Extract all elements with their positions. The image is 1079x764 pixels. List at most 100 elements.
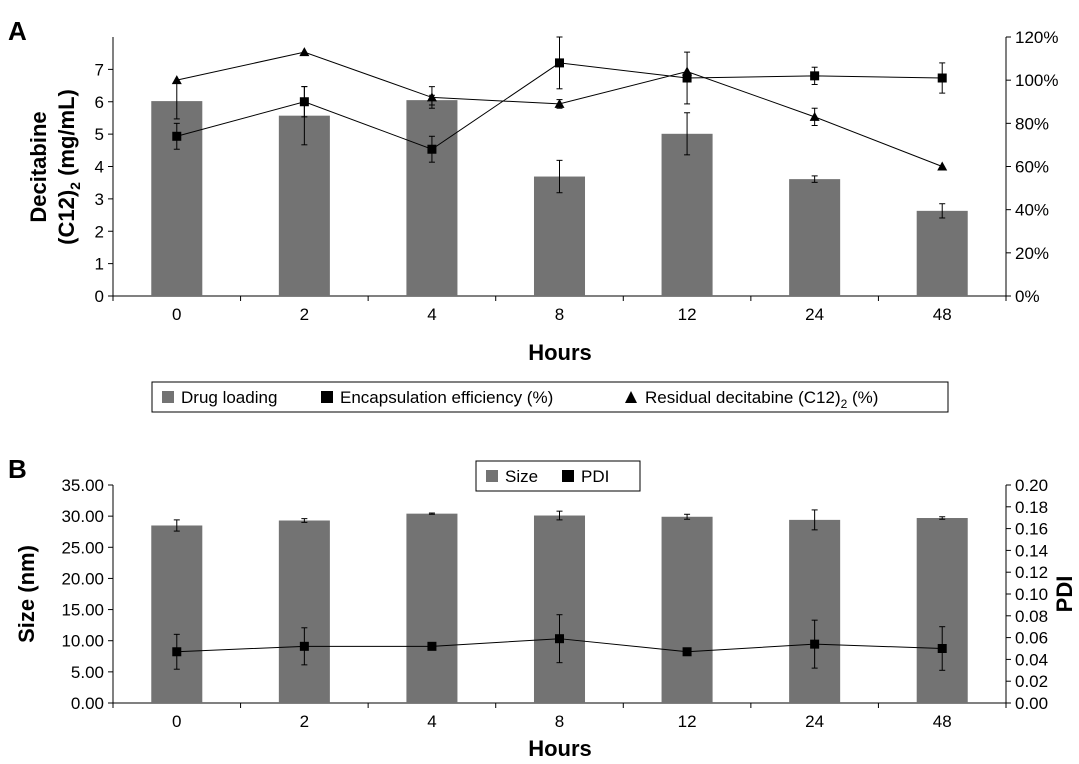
panel-a-y-title-subscript: 2 — [67, 182, 83, 190]
panel-b-y2-axis-title: PDI — [1052, 576, 1077, 613]
panel-b-y-axis-title: Size (nm) — [14, 545, 39, 643]
legend-encapsulation-label: Encapsulation efficiency (%) — [340, 388, 553, 407]
panel-a-x-tick-label: 8 — [555, 305, 564, 324]
panel-b-x-tick-label: 0 — [172, 712, 181, 731]
panel-a-point-residual-decitabine-c12-2 — [171, 75, 182, 85]
panel-a-right-tick-label: 100% — [1015, 71, 1058, 90]
panel-b-point-pdi — [682, 647, 692, 657]
panel-b-left-tick-label: 15.00 — [61, 601, 104, 620]
panel-a-point-residual-decitabine-c12-2 — [937, 161, 948, 171]
panel-a-right-tick-label: 20% — [1015, 244, 1049, 263]
panel-a-right-tick-label: 0% — [1015, 287, 1040, 306]
panel-a-left-tick-label: 4 — [95, 158, 104, 177]
panel-b-right-tick-label: 0.12 — [1015, 563, 1048, 582]
panel-a-bar-drug-loading — [533, 176, 586, 296]
panel-b-left-tick-label: 5.00 — [71, 663, 104, 682]
panel-a-legend: Drug loading Encapsulation efficiency (%… — [151, 381, 949, 413]
panel-b-point-pdi — [172, 647, 182, 657]
panel-a-bar-drug-loading — [278, 115, 330, 296]
panel-a-left-tick-label: 6 — [95, 93, 104, 112]
panel-b-legend-box — [475, 460, 641, 492]
panel-a-right-tick-label: 120% — [1015, 28, 1058, 47]
panel-b-x-axis-title: Hours — [528, 736, 592, 761]
panel-b-x-tick-label: 12 — [678, 712, 697, 731]
panel-a-y-axis-title: Decitabine (C12)2 (mg/mL) — [26, 89, 83, 245]
panel-b-bar-size — [661, 516, 713, 703]
panel-a-x-tick-label: 12 — [678, 305, 697, 324]
panel-a-point-encapsulation-efficiency — [682, 73, 692, 83]
panel-a-point-residual-decitabine-c12-2 — [682, 66, 693, 76]
panel-b-right-tick-label: 0.02 — [1015, 672, 1048, 691]
panel-b-right-tick-label: 0.00 — [1015, 694, 1048, 713]
panel-a-x-tick-label: 2 — [300, 305, 309, 324]
panel-b-legend: Size PDI — [475, 460, 641, 492]
panel-a-x-axis-title: Hours — [528, 340, 592, 365]
panel-b-bar-size — [278, 520, 330, 703]
panel-b-right-tick-label: 0.20 — [1015, 476, 1048, 495]
legend-residual-label: Residual decitabine (C12)2 (%) — [645, 388, 878, 411]
panel-a-bar-drug-loading — [916, 210, 968, 296]
panel-a-point-encapsulation-efficiency — [427, 144, 437, 154]
panel-a-bar-drug-loading — [406, 100, 458, 296]
panel-b-left-tick-label: 30.00 — [61, 507, 104, 526]
panel-a-right-tick-label: 80% — [1015, 114, 1049, 133]
panel-a-x-tick-label: 4 — [427, 305, 436, 324]
panel-a-point-residual-decitabine-c12-2 — [299, 47, 310, 57]
legend-encapsulation-square-icon — [321, 391, 333, 403]
legend-residual-label-main: Residual decitabine (C12) — [645, 388, 841, 407]
panel-b-point-pdi — [427, 641, 437, 651]
panel-b-point-pdi — [937, 644, 947, 653]
panel-a-point-residual-decitabine-c12-2 — [426, 92, 437, 102]
legend-residual-label-tail: (%) — [847, 388, 878, 407]
panel-a-bar-drug-loading — [661, 133, 713, 296]
panel-a-y-title-line2: (C12)2 (mg/mL) — [54, 89, 83, 245]
panel-b-point-pdi — [299, 641, 309, 651]
legend-pdi-square-icon — [562, 470, 574, 482]
panel-a-x-tick-label: 0 — [172, 305, 181, 324]
panel-a-y-title-unit: (mg/mL) — [54, 89, 79, 182]
panel-a-point-encapsulation-efficiency — [172, 131, 182, 141]
panel-b-right-tick-label: 0.18 — [1015, 498, 1048, 517]
panel-a-left-tick-label: 2 — [95, 222, 104, 241]
panel-b-bar-size — [406, 513, 458, 703]
panel-b-right-tick-label: 0.08 — [1015, 607, 1048, 626]
panel-b-x-tick-label: 8 — [555, 712, 564, 731]
panel-a-y-title-line1: Decitabine — [26, 111, 51, 222]
legend-pdi-label: PDI — [581, 467, 609, 486]
panel-b-point-pdi — [555, 634, 564, 644]
panel-b-left-tick-label: 25.00 — [61, 538, 104, 557]
panel-b-label: B — [8, 454, 27, 484]
panel-b-right-tick-label: 0.04 — [1015, 650, 1048, 669]
panel-b-right-tick-label: 0.06 — [1015, 629, 1048, 648]
panel-b-point-pdi — [810, 639, 820, 649]
panel-a-left-tick-label: 5 — [95, 125, 104, 144]
legend-drug-loading-label: Drug loading — [181, 388, 277, 407]
panel-b-left-tick-label: 0.00 — [71, 694, 104, 713]
panel-b-bar-size — [533, 515, 586, 703]
panel-a-y-title-compound: (C12) — [54, 190, 79, 245]
panel-b-x-tick-label: 2 — [300, 712, 309, 731]
panel-a-bar-drug-loading — [789, 179, 841, 296]
panel-a-point-encapsulation-efficiency — [810, 71, 820, 81]
panel-a-point-encapsulation-efficiency — [555, 58, 564, 68]
panel-a-point-encapsulation-efficiency — [299, 97, 309, 107]
panel-a-point-residual-decitabine-c12-2 — [554, 98, 565, 108]
legend-residual-label-subscript: 2 — [841, 397, 848, 411]
panel-b-left-tick-label: 35.00 — [61, 476, 104, 495]
panel-a-legend-box — [151, 381, 949, 413]
legend-drug-loading-swatch — [162, 391, 174, 403]
panel-b-left-tick-label: 10.00 — [61, 632, 104, 651]
panel-a-point-encapsulation-efficiency — [937, 73, 947, 83]
panel-b-right-tick-label: 0.16 — [1015, 520, 1048, 539]
panel-a-right-tick-label: 60% — [1015, 158, 1049, 177]
panel-b-x-tick-label: 4 — [427, 712, 436, 731]
panel-b-left-tick-label: 20.00 — [61, 569, 104, 588]
legend-size-swatch — [486, 470, 498, 482]
panel-a-point-residual-decitabine-c12-2 — [809, 111, 820, 121]
panel-a-left-tick-label: 1 — [95, 255, 104, 274]
panel-b-x-tick-label: 48 — [933, 712, 952, 731]
panel-b-plot: 0.005.0010.0015.0020.0025.0030.0035.000.… — [61, 476, 1048, 731]
panel-a-right-tick-label: 40% — [1015, 201, 1049, 220]
